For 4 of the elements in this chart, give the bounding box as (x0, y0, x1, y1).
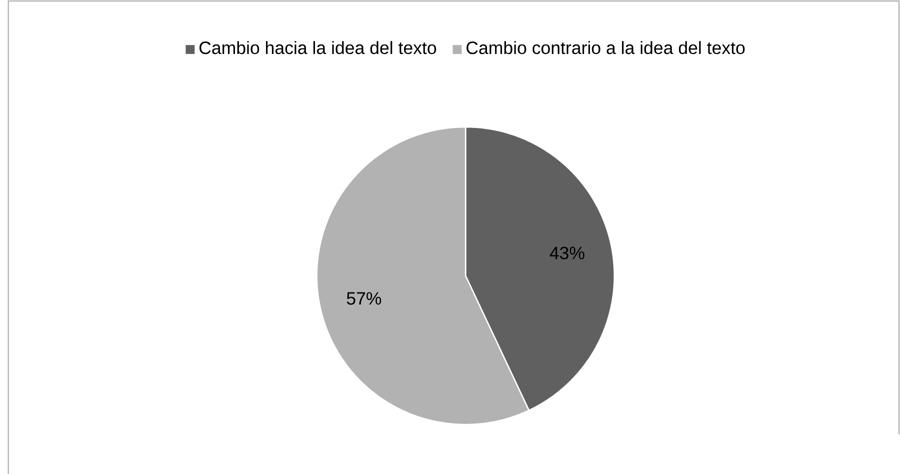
data-label: 57% (346, 292, 382, 305)
legend-label: Cambio hacia la idea del texto (199, 41, 436, 54)
data-label: 43% (550, 246, 584, 260)
legend-label: Cambio contrario a la idea del texto (466, 41, 745, 54)
